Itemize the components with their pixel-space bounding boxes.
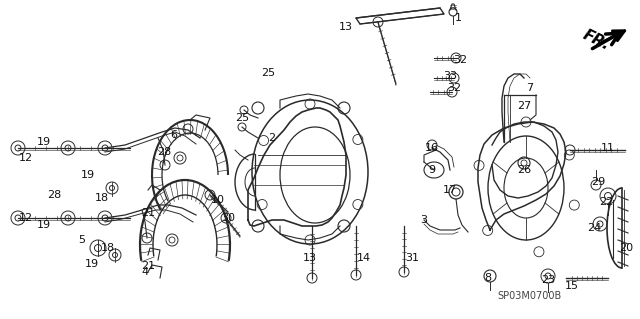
Text: 29: 29 <box>591 177 605 187</box>
Text: 20: 20 <box>619 243 633 253</box>
Text: 8: 8 <box>484 273 492 283</box>
Text: 13: 13 <box>339 22 353 32</box>
Text: 17: 17 <box>443 185 457 195</box>
Text: 3: 3 <box>420 215 428 225</box>
Text: 21: 21 <box>141 208 155 218</box>
Text: 32: 32 <box>453 55 467 65</box>
Text: 27: 27 <box>517 101 531 111</box>
Text: 25: 25 <box>235 113 249 123</box>
Text: 21: 21 <box>141 261 155 271</box>
Text: 19: 19 <box>85 259 99 269</box>
Text: 10: 10 <box>211 195 225 205</box>
Text: 19: 19 <box>81 170 95 180</box>
Text: 12: 12 <box>19 153 33 163</box>
Text: 22: 22 <box>599 197 613 207</box>
Text: 5: 5 <box>79 235 86 245</box>
Text: 32: 32 <box>447 83 461 93</box>
Text: 4: 4 <box>141 267 148 277</box>
Text: 13: 13 <box>303 253 317 263</box>
Text: 19: 19 <box>37 220 51 230</box>
Text: SP03M0700B: SP03M0700B <box>498 291 562 301</box>
Text: 26: 26 <box>517 165 531 175</box>
Text: 11: 11 <box>601 143 615 153</box>
Text: 28: 28 <box>157 147 171 157</box>
Text: 1: 1 <box>454 13 461 23</box>
Text: 15: 15 <box>565 281 579 291</box>
Text: 25: 25 <box>261 68 275 78</box>
Text: 7: 7 <box>527 83 534 93</box>
Text: 23: 23 <box>541 275 555 285</box>
Text: 18: 18 <box>95 193 109 203</box>
Text: 30: 30 <box>221 213 235 223</box>
Text: 2: 2 <box>268 133 276 143</box>
Text: 24: 24 <box>587 223 601 233</box>
Text: 33: 33 <box>443 71 457 81</box>
Text: 9: 9 <box>428 165 436 175</box>
Text: 28: 28 <box>47 190 61 200</box>
Text: FR.: FR. <box>580 27 612 53</box>
Text: 19: 19 <box>37 137 51 147</box>
Text: 14: 14 <box>357 253 371 263</box>
Text: 18: 18 <box>101 243 115 253</box>
Text: 31: 31 <box>405 253 419 263</box>
Text: 12: 12 <box>19 213 33 223</box>
Text: 16: 16 <box>425 143 439 153</box>
Text: 6: 6 <box>170 130 177 140</box>
